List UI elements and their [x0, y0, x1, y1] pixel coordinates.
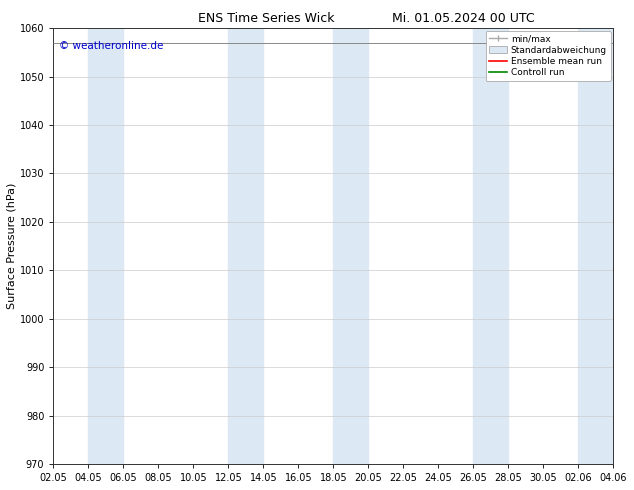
- Bar: [88, 28, 124, 464]
- Y-axis label: Surface Pressure (hPa): Surface Pressure (hPa): [7, 183, 17, 309]
- Bar: [333, 28, 368, 464]
- Bar: [578, 28, 613, 464]
- Text: ENS Time Series Wick: ENS Time Series Wick: [198, 12, 335, 25]
- Text: Mi. 01.05.2024 00 UTC: Mi. 01.05.2024 00 UTC: [392, 12, 534, 25]
- Bar: [474, 28, 508, 464]
- Bar: [228, 28, 263, 464]
- Legend: min/max, Standardabweichung, Ensemble mean run, Controll run: min/max, Standardabweichung, Ensemble me…: [486, 31, 611, 81]
- Text: © weatheronline.de: © weatheronline.de: [59, 41, 164, 51]
